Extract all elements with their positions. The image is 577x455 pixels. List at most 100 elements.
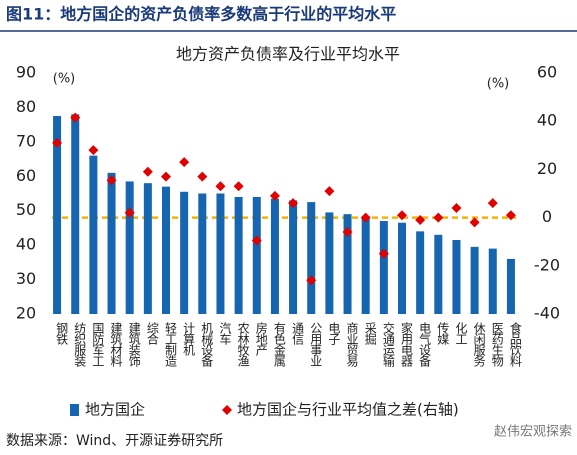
diamond-marker (451, 202, 462, 213)
x-tick-label: 纺织服装 (73, 322, 87, 368)
bar (307, 202, 316, 314)
chart-title: 地方资产负债率及行业平均水平 (176, 45, 400, 64)
diamond-marker (179, 157, 190, 168)
diamond-marker (360, 212, 371, 223)
diamond-marker (197, 171, 208, 182)
diamond-marker (397, 210, 407, 221)
x-tick-label: 综合 (145, 322, 159, 345)
bar (252, 196, 261, 314)
y-tick-label: 40 (16, 235, 36, 254)
source: 数据来源：Wind、开源证券研究所 (6, 433, 223, 449)
x-tick-label: 农林牧渔 (236, 322, 250, 367)
y2-tick-label: 20 (537, 159, 557, 178)
bar (198, 193, 207, 314)
x-tick-label: 计算机 (182, 322, 196, 356)
x-tick-label: 化工 (454, 322, 468, 344)
x-tick-label: 休闲服务 (472, 322, 486, 367)
bar (325, 212, 334, 314)
x-tick-label: 钢铁 (55, 322, 69, 345)
bar (452, 239, 461, 314)
diamond-marker (124, 207, 135, 218)
diamond-marker (415, 215, 426, 226)
legend-swatch (222, 405, 232, 415)
y2-tick-label: 40 (537, 111, 557, 130)
y2-tick-label: -20 (534, 255, 560, 274)
bar (506, 258, 515, 314)
diamond-marker (469, 217, 480, 228)
y2-tick-label: 0 (542, 207, 552, 226)
x-tick-label: 公用事业 (309, 322, 323, 366)
x-tick-label: 医药生物 (490, 322, 504, 367)
diamond-marker (70, 112, 81, 123)
diamond-marker (288, 198, 299, 209)
diamond-marker (324, 186, 335, 197)
legend-label: 地方国企 (85, 401, 145, 419)
bar (216, 193, 225, 314)
diamond-marker (161, 171, 171, 182)
bar (125, 181, 134, 314)
diamond-marker (142, 166, 153, 177)
bar (434, 234, 443, 314)
bar (89, 155, 98, 314)
x-tick-label: 建筑装饰 (127, 322, 141, 367)
bar (270, 198, 279, 314)
diamond-marker (52, 137, 63, 148)
x-tick-label: 采掘 (363, 322, 377, 346)
y2-tick-label: -40 (534, 304, 560, 323)
bar (379, 221, 388, 314)
diamond-marker (378, 248, 389, 259)
watermark: 赵伟宏观探索 (494, 425, 572, 440)
x-tick-label: 轻工制造 (164, 322, 178, 367)
bar (416, 231, 425, 314)
bar (180, 191, 189, 314)
legend-label: 地方国企与行业平均值之差(右轴) (237, 401, 459, 419)
x-tick-label: 传媒 (436, 321, 450, 345)
y-tick-label: 90 (16, 63, 36, 82)
diamond-marker (342, 227, 353, 238)
x-tick-label: 商业贸易 (345, 321, 359, 368)
x-tick-label: 电气设备 (418, 322, 432, 368)
x-tick-label: 有色金属 (272, 322, 286, 368)
diamond-marker (233, 181, 244, 192)
bar (53, 116, 62, 315)
bar (343, 214, 352, 314)
x-tick-label: 汽车 (218, 321, 232, 346)
x-tick-label: 机械设备 (200, 322, 214, 368)
bar (143, 183, 152, 314)
diamond-marker (215, 181, 226, 192)
bar (289, 200, 298, 314)
y-tick-label: 60 (16, 166, 36, 185)
diamond-marker (487, 198, 498, 209)
y-unit: (%) (53, 72, 76, 87)
x-tick-label: 食品饮料 (508, 321, 522, 367)
bar (107, 172, 116, 314)
diamond-marker (106, 175, 117, 186)
diamond-marker (88, 145, 99, 156)
bar (470, 246, 479, 314)
diamond-marker (505, 210, 516, 221)
x-tick-label: 家用电器 (400, 321, 414, 368)
diamond-marker (269, 190, 280, 201)
x-tick-label: 国防军工 (91, 322, 105, 366)
diamond-marker (306, 275, 317, 286)
x-tick-label: 电子 (327, 322, 341, 345)
bar (488, 248, 497, 314)
y2-tick-label: 60 (537, 63, 557, 82)
diamond-marker (433, 212, 444, 223)
y-tick-label: 20 (16, 304, 36, 323)
figure-title: 图11：地方国企的资产负债率多数高于行业的平均水平 (6, 5, 396, 24)
bar (71, 114, 80, 314)
y-tick-label: 80 (16, 97, 36, 116)
y-tick-label: 70 (16, 131, 36, 150)
x-tick-label: 房地产 (254, 321, 268, 357)
diamond-marker (251, 235, 262, 246)
bar (361, 217, 370, 314)
y2-unit: (%) (487, 77, 510, 92)
y-tick-label: 50 (16, 200, 36, 219)
x-tick-label: 建筑材料 (109, 322, 123, 367)
y-tick-label: 30 (16, 269, 36, 288)
x-tick-label: 通信 (291, 322, 305, 346)
bar (162, 186, 170, 314)
legend-swatch (70, 404, 79, 416)
